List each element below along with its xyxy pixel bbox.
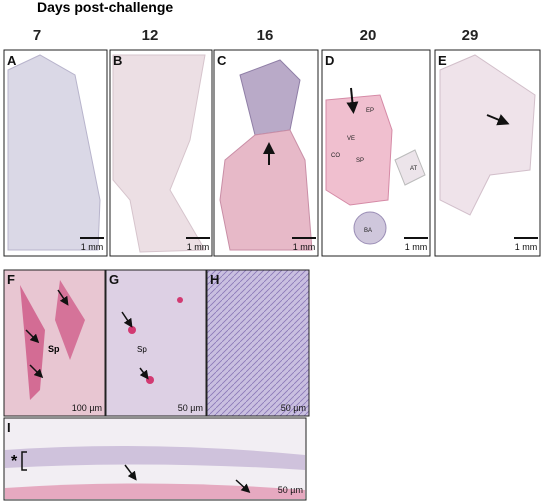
tissue-label: VE xyxy=(347,136,355,142)
panel-a: A 1 mm xyxy=(3,49,108,257)
tissue xyxy=(177,297,183,303)
arrow xyxy=(25,329,40,344)
panel-letter: C xyxy=(217,53,227,68)
scale-label: 50 µm xyxy=(178,403,203,413)
tissue-label: AT xyxy=(410,166,418,172)
scale-label: 1 mm xyxy=(187,242,210,252)
arrow xyxy=(346,87,359,114)
panel-letter: E xyxy=(438,53,447,68)
panel-frame xyxy=(105,269,207,417)
tissue xyxy=(239,59,301,136)
scale-label: 100 µm xyxy=(72,403,102,413)
panel-letter: F xyxy=(7,272,15,287)
day-label: 12 xyxy=(142,27,159,44)
panel-g: Sp G 50 µm xyxy=(105,269,207,417)
tissue-label: Sp xyxy=(137,345,147,354)
tissue xyxy=(128,326,136,334)
tissue xyxy=(325,94,393,206)
panel-frame xyxy=(206,269,310,417)
panel-letter: H xyxy=(210,272,219,287)
tissue xyxy=(353,211,387,245)
tissue-label: Sp xyxy=(48,344,60,354)
tissue xyxy=(394,149,426,186)
arrow xyxy=(486,114,510,126)
tissue-label: BA xyxy=(364,228,372,234)
tissue xyxy=(219,129,313,251)
scale-label: 1 mm xyxy=(81,242,104,252)
scale-label: 1 mm xyxy=(405,242,428,252)
panel-letter: A xyxy=(7,53,17,68)
panel-letter: I xyxy=(7,420,11,435)
tissue-label: * xyxy=(11,453,18,470)
tissue xyxy=(146,376,154,384)
panel-h: H 50 µm xyxy=(206,269,310,417)
panel-c: C 1 mm xyxy=(213,49,319,257)
day-labels: 7 12 16 20 29 xyxy=(33,27,479,44)
arrow xyxy=(235,479,251,494)
tissue-label: EP xyxy=(366,108,374,114)
tissue-label: SP xyxy=(356,158,364,164)
header-title: Days post-challenge xyxy=(37,0,173,15)
day-label: 7 xyxy=(33,27,41,44)
panel-e: E 1 mm xyxy=(434,49,541,257)
arrow xyxy=(57,289,69,306)
day-label: 29 xyxy=(462,27,479,44)
day-label: 20 xyxy=(360,27,377,44)
scale-label: 1 mm xyxy=(515,242,538,252)
tissue xyxy=(5,483,305,499)
scale-label: 50 µm xyxy=(281,403,306,413)
tissue xyxy=(439,54,536,216)
scale-label: 50 µm xyxy=(278,485,303,495)
tissue xyxy=(5,446,305,470)
arrow xyxy=(124,464,137,481)
arrow xyxy=(139,367,149,380)
panel-frame xyxy=(3,269,106,417)
day-label: 16 xyxy=(257,27,274,44)
panel-letter: G xyxy=(109,272,119,287)
tissue-label: CO xyxy=(331,153,340,159)
panel-letter: B xyxy=(113,53,122,68)
scale-label: 1 mm xyxy=(293,242,316,252)
arrow xyxy=(29,364,44,379)
tissue xyxy=(112,54,206,253)
tissue xyxy=(7,54,101,251)
panel-i: * I 50 µm xyxy=(3,417,307,501)
arrow xyxy=(121,311,133,328)
panel-d: EP VE CO SP AT BA D 1 mm xyxy=(321,49,431,257)
panel-f: Sp F 100 µm xyxy=(3,269,106,417)
bracket xyxy=(21,451,27,471)
panel-b: B 1 mm xyxy=(109,49,213,257)
panel-letter: D xyxy=(325,53,334,68)
